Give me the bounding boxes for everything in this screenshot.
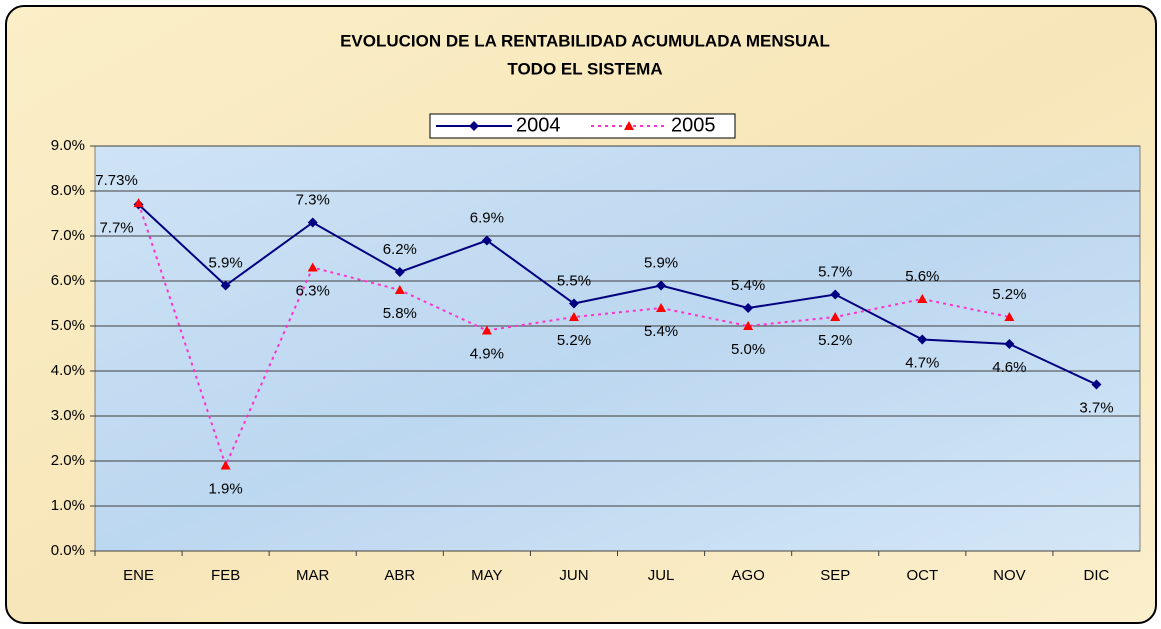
x-tick-label: MAR: [296, 567, 330, 584]
marker: [656, 280, 667, 291]
marker: [624, 121, 634, 130]
marker: [568, 312, 579, 321]
y-tick-label: 0.0%: [51, 542, 85, 559]
marker: [1004, 312, 1015, 321]
chart-title: EVOLUCION DE LA RENTABILIDAD ACUMULADA M…: [340, 31, 830, 50]
x-tick-label: FEB: [211, 567, 240, 584]
marker: [394, 267, 405, 277]
marker: [481, 235, 492, 246]
data-label: 5.4%: [731, 277, 765, 294]
marker: [481, 325, 492, 335]
data-label: 6.2%: [383, 241, 417, 258]
y-tick-label: 9.0%: [51, 137, 85, 154]
marker: [469, 121, 479, 131]
y-tick-label: 4.0%: [51, 362, 85, 379]
y-tick-label: 1.0%: [51, 497, 85, 514]
data-label: 5.5%: [557, 272, 591, 289]
data-label: 5.2%: [557, 332, 591, 349]
data-label: 5.8%: [383, 305, 417, 322]
x-tick-label: SEP: [820, 567, 850, 584]
plot-area: [94, 145, 1141, 552]
marker: [568, 298, 579, 309]
data-label: 5.2%: [818, 332, 852, 349]
data-label: 7.7%: [99, 219, 133, 236]
x-tick-label: ABR: [384, 567, 415, 584]
marker: [743, 303, 754, 313]
y-tick-label: 3.0%: [51, 407, 85, 424]
marker: [1004, 339, 1015, 349]
series-line: [137, 203, 1097, 386]
x-tick-label: JUN: [559, 567, 588, 584]
data-label: 5.9%: [209, 254, 243, 271]
data-label: 7.73%: [95, 172, 138, 189]
x-tick-label: DIC: [1084, 567, 1110, 584]
data-label: 5.7%: [818, 263, 852, 280]
marker: [307, 262, 318, 272]
marker: [917, 294, 928, 303]
marker: [220, 460, 231, 470]
chart-subtitle: TODO EL SISTEMA: [507, 59, 662, 78]
y-tick-label: 6.0%: [51, 272, 85, 289]
data-label: 7.3%: [296, 191, 330, 208]
data-label: 1.9%: [209, 480, 243, 497]
series-line: [137, 202, 1010, 469]
marker: [743, 321, 754, 330]
legend-label: 2005: [671, 114, 716, 136]
marker: [133, 198, 144, 208]
data-label: 6.9%: [470, 209, 504, 226]
data-label: 5.9%: [644, 254, 678, 271]
data-label: 5.4%: [644, 323, 678, 340]
marker: [917, 334, 928, 345]
marker: [830, 312, 841, 321]
data-label: 4.9%: [470, 345, 504, 362]
y-tick-label: 7.0%: [51, 227, 85, 244]
legend-label: 2004: [516, 114, 561, 136]
y-tick-label: 8.0%: [51, 182, 85, 199]
data-label: 5.0%: [731, 341, 765, 358]
y-tick-label: 5.0%: [51, 317, 85, 334]
marker: [1091, 379, 1102, 390]
marker: [220, 280, 231, 291]
marker: [830, 289, 841, 300]
y-tick-label: 2.0%: [51, 452, 85, 469]
data-label: 5.2%: [992, 286, 1026, 303]
marker: [307, 217, 318, 228]
data-label: 4.6%: [992, 359, 1026, 376]
x-tick-label: OCT: [906, 567, 938, 584]
marker: [394, 285, 405, 294]
x-tick-label: MAY: [471, 567, 502, 584]
data-label: 5.6%: [905, 268, 939, 285]
x-tick-label: ENE: [123, 567, 154, 584]
x-tick-label: AGO: [731, 567, 764, 584]
data-label: 4.7%: [905, 354, 939, 371]
x-tick-label: NOV: [993, 567, 1026, 584]
data-label: 6.3%: [296, 282, 330, 299]
x-tick-label: JUL: [648, 567, 675, 584]
marker: [656, 303, 667, 312]
data-label: 3.7%: [1079, 399, 1113, 416]
